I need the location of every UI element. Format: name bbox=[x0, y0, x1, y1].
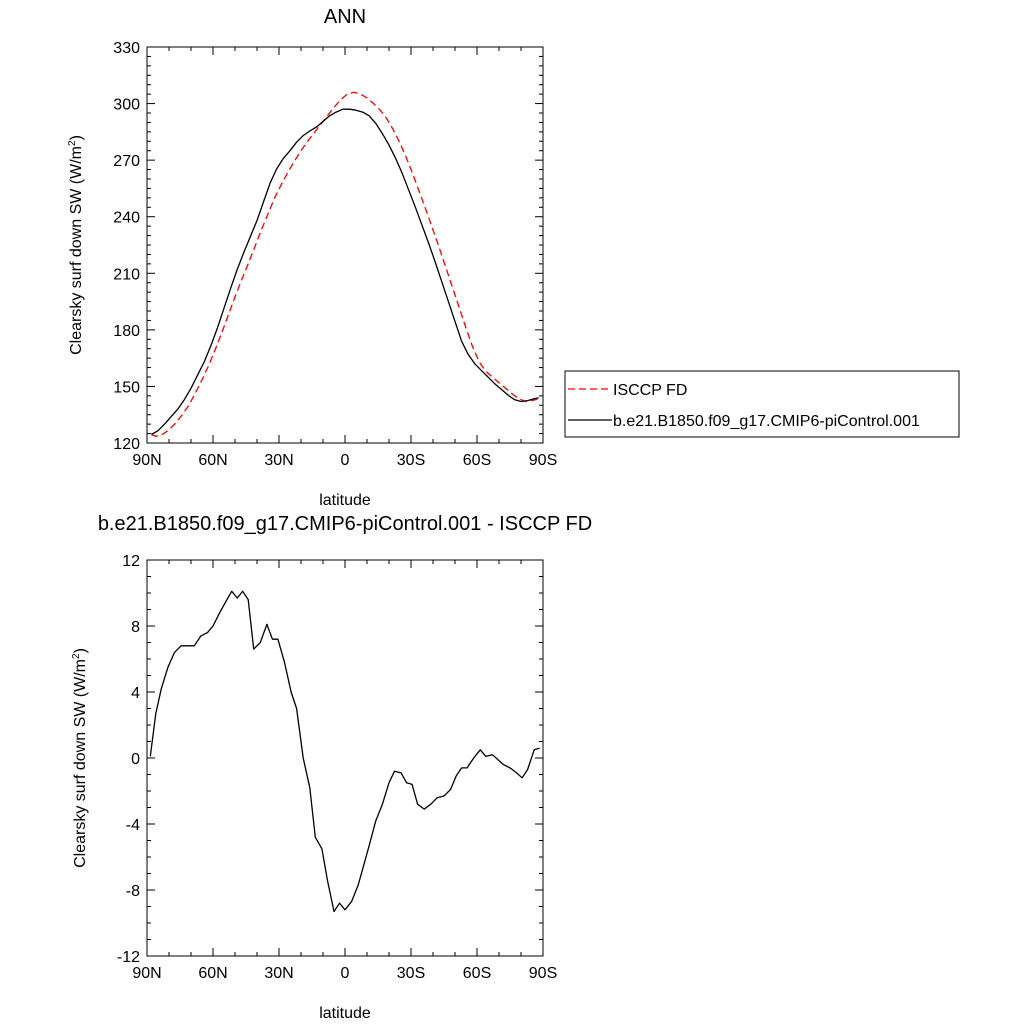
top-panel-title: ANN bbox=[324, 6, 366, 28]
bottom-y-axis-label-main: Clearsky surf down SW (W/m bbox=[72, 659, 89, 868]
top-x-tick-label: 0 bbox=[341, 452, 350, 469]
top-y-tick-label: 330 bbox=[113, 40, 140, 57]
bottom-x-tick-label: 30N bbox=[264, 965, 293, 982]
bottom-y-tick-label: -12 bbox=[117, 949, 140, 966]
bottom-x-tick-label: 90N bbox=[132, 965, 161, 982]
top-axis-ticks: 90N 60N 30N 0 30S 60S 90S 120 150 180 210 240 270 300… bbox=[113, 40, 557, 469]
bottom-x-tick-label: 30S bbox=[397, 965, 425, 982]
top-x-tick-label: 30N bbox=[264, 452, 293, 469]
bottom-y-tick-label: 8 bbox=[131, 619, 140, 636]
bottom-panel-title: b.e21.B1850.f09_g17.CMIP6-piControl.001 … bbox=[98, 513, 592, 535]
top-y-tick-label: 210 bbox=[113, 266, 140, 283]
bottom-plot-frame bbox=[146, 559, 544, 957]
bottom-x-tick-label: 60S bbox=[463, 965, 491, 982]
top-y-axis-label-sup: 2 bbox=[67, 140, 78, 146]
top-y-tick-label: 120 bbox=[113, 436, 140, 453]
bottom-y-tick-label: -4 bbox=[126, 817, 140, 834]
bottom-y-axis-label: Clearsky surf down SW (W/m2) bbox=[71, 648, 89, 868]
top-x-tick-label: 60S bbox=[463, 452, 491, 469]
bottom-y-tick-label: 0 bbox=[131, 751, 140, 768]
top-y-axis-label-main: Clearsky surf down SW (W/m bbox=[68, 146, 85, 355]
bottom-y-tick-label: 12 bbox=[122, 553, 140, 570]
bottom-y-tick-label: 4 bbox=[131, 685, 140, 702]
top-x-tick-label: 90S bbox=[529, 452, 557, 469]
top-series-line-2 bbox=[151, 108, 539, 436]
top-y-tick-label: 270 bbox=[113, 153, 140, 170]
bottom-axis-ticks: 90N 60N 30N 0 30S 60S 90S -12 -8 -4 0 4 8 12 bbox=[117, 553, 557, 982]
top-y-tick-label: 240 bbox=[113, 210, 140, 227]
legend-label-isccp: ISCCP FD bbox=[613, 382, 687, 399]
legend: ISCCP FD b.e21.B1850.f09_g17.CMIP6-piCon… bbox=[564, 370, 960, 438]
top-x-axis-label: latitude bbox=[319, 492, 371, 509]
legend-frame bbox=[564, 370, 960, 438]
top-x-tick-label: 60N bbox=[198, 452, 227, 469]
top-y-axis-label: Clearsky surf down SW (W/m2) bbox=[67, 135, 85, 355]
top-y-tick-label: 300 bbox=[113, 97, 140, 114]
bottom-panel: b.e21.B1850.f09_g17.CMIP6-piControl.001 … bbox=[71, 513, 592, 1022]
bottom-x-axis-label: latitude bbox=[319, 1005, 371, 1022]
top-plot-frame bbox=[146, 46, 544, 444]
bottom-y-axis-label-close: ) bbox=[72, 648, 89, 653]
top-y-tick-label: 180 bbox=[113, 323, 140, 340]
bottom-y-tick-label: -8 bbox=[126, 883, 140, 900]
bottom-x-tick-label: 60N bbox=[198, 965, 227, 982]
top-panel: ANN 90N 60N 30N 0 30S 60S 90S 120 150 180 210 240 27… bbox=[67, 6, 960, 509]
top-y-tick-label: 150 bbox=[113, 379, 140, 396]
bottom-y-axis-label-sup: 2 bbox=[71, 653, 82, 659]
bottom-x-tick-label: 90S bbox=[529, 965, 557, 982]
bottom-series-group bbox=[149, 590, 540, 913]
top-series-group bbox=[151, 91, 539, 438]
top-x-tick-label: 90N bbox=[132, 452, 161, 469]
top-series-line-1 bbox=[151, 91, 539, 438]
bottom-series-line-1 bbox=[149, 590, 540, 913]
top-x-tick-label: 30S bbox=[397, 452, 425, 469]
top-y-axis-label-close: ) bbox=[68, 135, 85, 140]
bottom-x-tick-label: 0 bbox=[341, 965, 350, 982]
legend-label-model: b.e21.B1850.f09_g17.CMIP6-piControl.001 bbox=[613, 413, 920, 430]
